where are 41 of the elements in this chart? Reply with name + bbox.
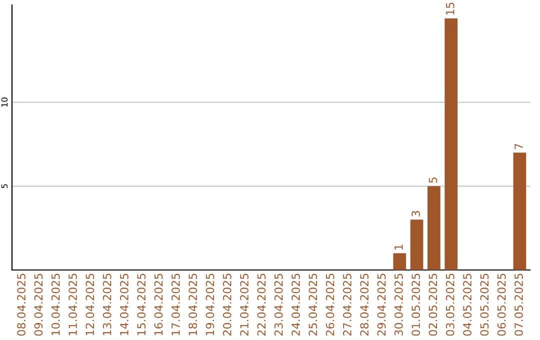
x-tick-label: 25.04.2025 [308,274,318,336]
x-tick-label: 29.04.2025 [377,274,386,336]
x-tick-label: 05.05.2025 [480,274,489,336]
x-tick-label: 30.04.2025 [394,274,403,336]
x-tick-label: 26.04.2025 [326,274,334,336]
bar [513,152,526,270]
bar [444,18,458,270]
data-label: 5 [428,178,438,183]
y-tick-label: 10 [1,98,8,107]
x-tick-label: 02.05.2025 [428,274,438,336]
x-tick-label: 06.05.2025 [497,274,506,336]
data-label: 3 [412,210,420,216]
bar [393,253,406,270]
x-tick-label: 17.04.2025 [171,274,180,336]
bar [410,220,424,270]
x-tick-label: 18.04.2025 [188,274,198,336]
x-tick-label: 16.04.2025 [154,274,163,336]
x-tick-label: 20.04.2025 [222,274,232,336]
data-label: 1 [394,244,403,250]
x-tick-label: 19.04.2025 [206,274,214,336]
x-tick-label: 01.05.2025 [412,274,420,336]
bar [428,186,440,270]
x-tick-label: 10.04.2025 [51,274,60,336]
data-label: 7 [514,144,523,150]
x-tick-label: 03.05.2025 [446,274,454,336]
x-tick-label: 22.04.2025 [257,274,266,336]
data-label: 15 [446,2,454,15]
x-tick-label: 28.04.2025 [360,274,369,336]
x-tick-label: 12.04.2025 [86,274,94,336]
x-tick-label: 07.05.2025 [514,274,523,336]
x-tick-label: 09.04.2025 [34,274,43,336]
x-tick-label: 23.04.2025 [274,274,283,336]
x-tick-label: 13.04.2025 [102,274,112,336]
x-tick-label: 27.04.2025 [343,274,352,336]
x-tick-label: 14.04.2025 [120,274,128,336]
x-tick-label: 21.04.2025 [240,274,248,336]
x-tick-label: 11.04.2025 [68,274,77,336]
x-tick-label: 15.04.2025 [137,274,146,336]
x-tick-label: 08.04.2025 [17,274,26,336]
x-tick-label: 04.05.2025 [463,274,472,336]
x-tick-label: 24.04.2025 [292,274,300,336]
